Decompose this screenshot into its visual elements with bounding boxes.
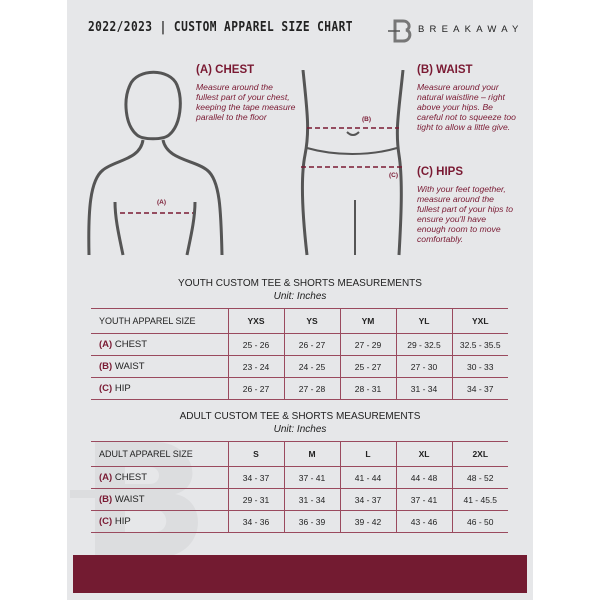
measurement-cell: 39 - 42: [340, 510, 397, 533]
waist-marker: (B): [362, 116, 372, 123]
measurement-cell: 25 - 27: [340, 355, 397, 378]
youth-size-table: YOUTH APPAREL SIZE YXS YS YM YL YXL (A) CHEST 2…: [91, 308, 508, 400]
row-label: (B) WAIST: [91, 355, 229, 378]
measurement-cell: 31 - 34: [284, 488, 341, 511]
row-code: (A): [99, 339, 113, 350]
row-name: CHEST: [114, 472, 148, 483]
size-header: YXS: [228, 308, 285, 334]
table-row: (A) CHEST 34 - 37 37 - 41 41 - 44 44 - 48 48 …: [91, 466, 508, 489]
breakaway-logo-icon: [388, 19, 412, 43]
chest-marker: (A): [157, 199, 167, 206]
adult-unit: Unit: Inches: [273, 424, 327, 435]
row-label: (C) HIP: [91, 510, 229, 533]
measurement-cell: 25 - 26: [228, 333, 285, 356]
row-label: (B) WAIST: [91, 488, 229, 511]
size-header: YXL: [452, 308, 508, 334]
row-name: HIP: [114, 516, 131, 527]
row-name: HIP: [114, 383, 131, 394]
size-header: YS: [284, 308, 341, 334]
page-title: 2022/2023 | CUSTOM APPAREL SIZE CHART: [88, 20, 353, 35]
measurement-cell: 26 - 27: [284, 333, 341, 356]
measurement-cell: 27 - 28: [284, 377, 341, 400]
header-label: YOUTH APPAREL SIZE: [91, 308, 229, 334]
waist-description: Measure around your natural waistline – …: [417, 82, 516, 132]
measurement-cell: 28 - 31: [340, 377, 397, 400]
row-label: (A) CHEST: [91, 333, 229, 356]
measurement-cell: 48 - 52: [452, 466, 508, 489]
measurement-cell: 34 - 36: [228, 510, 285, 533]
measurement-cell: 23 - 24: [228, 355, 285, 378]
measurement-cell: 31 - 34: [396, 377, 453, 400]
adult-size-table: ADULT APPAREL SIZE S M L XL 2XL (A) CHEST 34 - …: [91, 441, 508, 533]
measurement-cell: 41 - 44: [340, 466, 397, 489]
header-label: ADULT APPAREL SIZE: [91, 441, 229, 467]
row-name: CHEST: [114, 339, 148, 350]
size-header: XL: [396, 441, 453, 467]
hips-heading: (C) HIPS: [417, 166, 463, 178]
measurement-cell: 37 - 41: [284, 466, 341, 489]
measurement-cell: 27 - 30: [396, 355, 453, 378]
hips-description: With your feet together, measure around …: [417, 184, 514, 244]
row-code: (C): [99, 516, 113, 527]
table-row: (B) WAIST 23 - 24 24 - 25 25 - 27 27 - 30 30 …: [91, 355, 508, 378]
size-header: YM: [340, 308, 397, 334]
measurement-cell: 46 - 50: [452, 510, 508, 533]
chest-description: Measure around the fullest part of your …: [196, 82, 296, 122]
row-code: (A): [99, 472, 113, 483]
measurement-cell: 43 - 46: [396, 510, 453, 533]
size-header: M: [284, 441, 341, 467]
measurement-cell: 27 - 29: [340, 333, 397, 356]
youth-table-title: YOUTH CUSTOM TEE & SHORTS MEASUREMENTS: [178, 278, 422, 289]
measurement-cell: 29 - 32.5: [396, 333, 453, 356]
table-row: (A) CHEST 25 - 26 26 - 27 27 - 29 29 - 32.5 3…: [91, 333, 508, 356]
measurement-cell: 34 - 37: [228, 466, 285, 489]
table-row: (C) HIP 34 - 36 36 - 39 39 - 42 43 - 46 46 - …: [91, 510, 508, 533]
chest-heading: (A) CHEST: [196, 64, 255, 76]
row-code: (C): [99, 383, 113, 394]
measurement-cell: 30 - 33: [452, 355, 508, 378]
row-name: WAIST: [114, 494, 145, 505]
size-header: S: [228, 441, 285, 467]
measurement-cell: 32.5 - 35.5: [452, 333, 508, 356]
row-label: (C) HIP: [91, 377, 229, 400]
table-header-row: YOUTH APPAREL SIZE YXS YS YM YL YXL: [91, 308, 508, 334]
measurement-cell: 36 - 39: [284, 510, 341, 533]
measurement-cell: 37 - 41: [396, 488, 453, 511]
adult-table-title: ADULT CUSTOM TEE & SHORTS MEASUREMENTS: [179, 411, 421, 422]
size-header: 2XL: [452, 441, 508, 467]
size-header: L: [340, 441, 397, 467]
measurement-cell: 24 - 25: [284, 355, 341, 378]
waist-heading: (B) WAIST: [417, 64, 473, 76]
table-row: (B) WAIST 29 - 31 31 - 34 34 - 37 37 - 41 41 …: [91, 488, 508, 511]
upper-body-figure: [87, 70, 224, 256]
youth-unit: Unit: Inches: [273, 291, 327, 302]
table-row: (C) HIP 26 - 27 27 - 28 28 - 31 31 - 34 34 - …: [91, 377, 508, 400]
row-code: (B): [99, 361, 113, 372]
measurement-cell: 34 - 37: [452, 377, 508, 400]
footer-bar: [73, 555, 527, 593]
measurement-cell: 41 - 45.5: [452, 488, 508, 511]
row-code: (B): [99, 494, 113, 505]
lower-body-figure: [300, 70, 405, 256]
hips-marker: (C): [389, 172, 399, 179]
measurement-cell: 29 - 31: [228, 488, 285, 511]
brand-name: BREAKAWAY: [418, 24, 524, 35]
table-header-row: ADULT APPAREL SIZE S M L XL 2XL: [91, 441, 508, 467]
measurement-cell: 26 - 27: [228, 377, 285, 400]
row-name: WAIST: [114, 361, 145, 372]
measurement-cell: 44 - 48: [396, 466, 453, 489]
row-label: (A) CHEST: [91, 466, 229, 489]
size-header: YL: [396, 308, 453, 334]
measurement-cell: 34 - 37: [340, 488, 397, 511]
